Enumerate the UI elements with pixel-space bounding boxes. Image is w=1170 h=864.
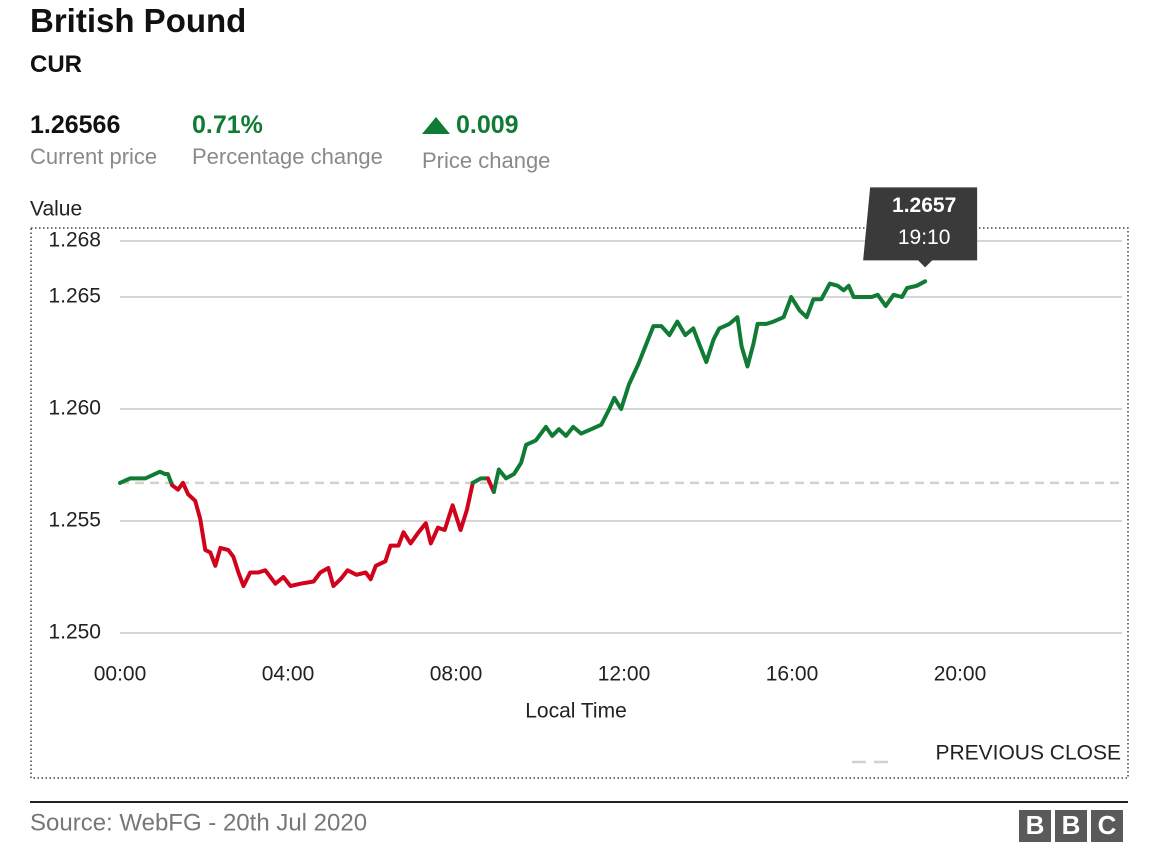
y-tick-label: 1.268 (48, 229, 101, 252)
stat-label: Price change (422, 148, 550, 173)
x-axis-label: Local Time (525, 700, 627, 723)
price-line (470, 476, 490, 485)
logo-letter: B (1062, 810, 1081, 840)
x-tick-label: 00:00 (94, 663, 147, 686)
subtitle: CUR (30, 51, 82, 78)
stat-value: 1.26566 (30, 111, 120, 139)
y-tick-label: 1.265 (48, 285, 101, 308)
legend-label: PREVIOUS CLOSE (935, 742, 1121, 765)
logo-box (1055, 810, 1087, 842)
y-tick-label: 1.250 (48, 621, 101, 644)
logo-box (1091, 810, 1123, 842)
stat-value: 0.009 (456, 111, 519, 139)
y-tick-label: 1.260 (48, 397, 101, 420)
plot-frame (30, 227, 1129, 779)
stat-label: Current price (30, 144, 157, 169)
price-line (118, 469, 175, 488)
y-tick-label: 1.255 (48, 509, 101, 532)
tooltip: 1.2657 19:10 (863, 187, 978, 268)
x-tick-label: 20:00 (934, 663, 987, 686)
logo-box (1019, 810, 1051, 842)
x-tick-label: 08:00 (430, 663, 483, 686)
logo-letter: C (1098, 810, 1117, 840)
tooltip-value: 1.2657 (892, 194, 956, 217)
y-axis-label: Value (30, 198, 82, 221)
stat-label: Percentage change (192, 144, 383, 169)
stat-value: 0.71% (192, 111, 263, 139)
logo-letter: B (1026, 810, 1045, 840)
x-tick-label: 12:00 (598, 663, 651, 686)
up-arrow (422, 117, 450, 134)
x-tick-label: 04:00 (262, 663, 315, 686)
tooltip-box (863, 187, 978, 268)
x-tick-label: 16:00 (766, 663, 819, 686)
price-line (170, 480, 475, 588)
price-line (491, 279, 928, 494)
tooltip-time: 19:10 (898, 226, 951, 249)
source: Source: WebFG - 20th Jul 2020 (30, 809, 367, 836)
title: British Pound (30, 2, 246, 39)
